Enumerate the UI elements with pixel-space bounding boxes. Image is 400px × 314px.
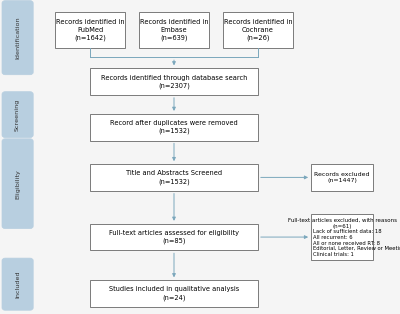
Text: Clinical trials: 1: Clinical trials: 1 bbox=[313, 252, 354, 257]
Text: Record after duplicates were removed
(n=1532): Record after duplicates were removed (n=… bbox=[110, 120, 238, 134]
Bar bbox=[90, 280, 258, 307]
Text: Studies included in qualitative analysis
(n=24): Studies included in qualitative analysis… bbox=[109, 286, 239, 301]
Bar bbox=[5, 141, 30, 226]
Bar bbox=[5, 94, 30, 135]
Text: Records identified through database search
(n=2307): Records identified through database sear… bbox=[101, 74, 247, 89]
Text: All recurrent: 6: All recurrent: 6 bbox=[313, 235, 353, 240]
Text: Full-text articles assessed for eligibility
(n=85): Full-text articles assessed for eligibil… bbox=[109, 230, 239, 244]
Bar bbox=[90, 224, 258, 251]
Bar bbox=[90, 164, 258, 191]
Text: Lack of sufficient data: 18: Lack of sufficient data: 18 bbox=[313, 229, 382, 234]
Text: Records excluded
(n=1447): Records excluded (n=1447) bbox=[314, 172, 370, 183]
Text: Screening: Screening bbox=[15, 98, 20, 131]
Text: Records identified in
Embase
(n=639): Records identified in Embase (n=639) bbox=[140, 19, 208, 41]
FancyBboxPatch shape bbox=[2, 258, 33, 310]
Text: Included: Included bbox=[15, 270, 20, 298]
Bar bbox=[139, 12, 209, 48]
Bar bbox=[223, 12, 293, 48]
Text: Records identified in
PubMed
(n=1642): Records identified in PubMed (n=1642) bbox=[56, 19, 124, 41]
Text: Records identified in
Cochrane
(n=26): Records identified in Cochrane (n=26) bbox=[224, 19, 292, 41]
FancyBboxPatch shape bbox=[2, 1, 33, 75]
Text: Identification: Identification bbox=[15, 16, 20, 59]
Text: Eligibility: Eligibility bbox=[15, 169, 20, 198]
FancyBboxPatch shape bbox=[2, 92, 33, 138]
Bar bbox=[311, 164, 373, 191]
Bar bbox=[311, 214, 373, 260]
Bar bbox=[90, 68, 258, 95]
Bar bbox=[55, 12, 125, 48]
Text: (n=61): (n=61) bbox=[332, 224, 352, 229]
Bar bbox=[5, 3, 30, 72]
FancyBboxPatch shape bbox=[2, 139, 33, 229]
Text: Title and Abstracts Screened
(n=1532): Title and Abstracts Screened (n=1532) bbox=[126, 170, 222, 185]
Text: Full-text articles excluded, with reasons: Full-text articles excluded, with reason… bbox=[288, 218, 396, 223]
Bar bbox=[90, 114, 258, 141]
Text: Editorial, Letter, Review or Meeting abstract: 28: Editorial, Letter, Review or Meeting abs… bbox=[313, 246, 400, 251]
Bar bbox=[5, 261, 30, 308]
Text: All or none received RT: 8: All or none received RT: 8 bbox=[313, 241, 380, 246]
